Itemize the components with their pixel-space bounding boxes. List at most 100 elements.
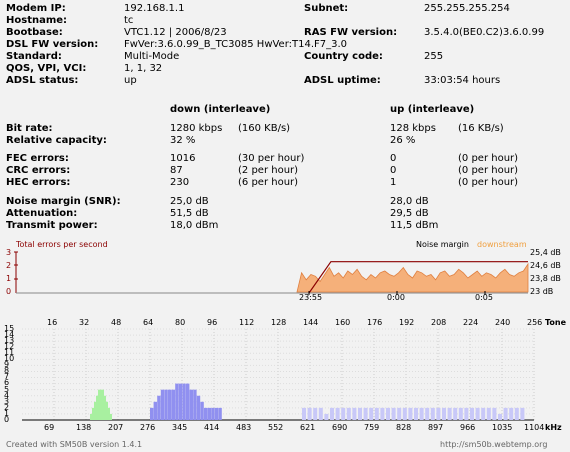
upstream-bin	[108, 407, 110, 420]
tone-tick-label: 144	[303, 318, 319, 327]
noise-axis-tick: 25,4 dB	[530, 248, 561, 257]
info-label: Bootbase:	[6, 27, 63, 38]
info-label: DSL FW version:	[6, 39, 99, 50]
downstream-bin	[486, 407, 491, 420]
bits-tick-label: 4	[4, 391, 10, 400]
noise-axis-tick: 23,8 dB	[530, 274, 561, 283]
bits-tick-label: 3	[4, 397, 10, 406]
downstream-bin	[318, 407, 323, 420]
downstream-bin	[352, 407, 357, 420]
bits-tick-label: 11	[4, 348, 15, 357]
stat-label: Relative capacity:	[6, 135, 107, 146]
upstream-bin	[98, 389, 100, 420]
downstream-bin	[520, 407, 525, 420]
info-value: 1, 1, 32	[124, 63, 163, 74]
downstream-bin	[386, 407, 390, 420]
bits-tick-label: 15	[4, 324, 15, 333]
downstream-bin	[207, 407, 211, 420]
noise-area	[296, 262, 529, 293]
tone-axis-label: Tone	[545, 318, 567, 327]
info-value: 33:03:54 hours	[424, 75, 501, 86]
errors-axis-tick: 3	[6, 248, 12, 257]
tone-tick-label: 64	[143, 318, 154, 327]
downstream-bin	[150, 407, 154, 420]
khz-tick-label: 759	[364, 423, 380, 432]
time-label: 23:55	[299, 293, 323, 302]
downstream-bin	[171, 389, 175, 420]
downstream-bin	[218, 407, 222, 420]
downstream-bin	[430, 407, 435, 420]
noise-axis-tick: 23 dB	[530, 287, 554, 296]
tone-tick-label: 224	[463, 318, 479, 327]
info-label: Country code:	[304, 51, 383, 62]
stat-up-value: 11,5 dBm	[390, 220, 439, 231]
upstream-bin	[104, 395, 106, 420]
stat-label: Noise margin (SNR):	[6, 196, 121, 207]
downstream-bin	[196, 395, 201, 420]
up-header: up (interleave)	[390, 104, 475, 115]
downstream-label: downstream	[477, 240, 527, 249]
downstream-bin	[358, 407, 362, 420]
downstream-bin	[436, 407, 441, 420]
downstream-bin	[193, 389, 197, 420]
khz-tick-label: 207	[108, 423, 124, 432]
downstream-bin	[330, 407, 334, 420]
tone-tick-label: 208	[431, 318, 447, 327]
bits-tick-label: 0	[4, 415, 10, 424]
upstream-bin	[92, 407, 94, 420]
downstream-bin	[380, 407, 385, 420]
bits-tick-label: 9	[4, 360, 10, 369]
bits-tick-label: 14	[4, 330, 15, 339]
footer-url-text: http://sm50b.webtemp.org	[440, 440, 548, 449]
info-value: FwVer:3.6.0.99_B_TC3085 HwVer:T14.F7_3.0	[124, 39, 348, 50]
info-value: 192.168.1.1	[124, 3, 185, 14]
footer-created-text: Created with SM50B version 1.4.1	[6, 440, 143, 449]
bits-tick-label: 6	[4, 378, 10, 387]
stat-down-value: 230	[170, 177, 190, 188]
downstream-bin	[189, 389, 193, 420]
stat-down-value: 32 %	[170, 135, 196, 146]
bits-tick-label: 13	[4, 336, 15, 345]
stat-up-value: 128 kbps	[390, 123, 436, 134]
downstream-bin	[419, 407, 424, 420]
info-label: ADSL status:	[6, 75, 79, 86]
downstream-bin	[408, 407, 413, 420]
downstream-bin	[214, 407, 219, 420]
downstream-bin	[402, 407, 407, 420]
info-value: 255	[424, 51, 444, 62]
errors-axis-tick: 1	[6, 274, 12, 283]
stat-up-value: 28,0 dB	[390, 196, 429, 207]
khz-tick-label: 1104	[524, 423, 545, 432]
info-label: QOS, VPI, VCI:	[6, 63, 87, 74]
khz-tick-label: 621	[300, 423, 316, 432]
tone-tick-label: 80	[175, 318, 186, 327]
downstream-bin	[414, 407, 418, 420]
khz-tick-label: 69	[44, 423, 55, 432]
tone-tick-label: 192	[399, 318, 415, 327]
info-value: tc	[124, 15, 134, 26]
tone-tick-label: 48	[111, 318, 122, 327]
stat-label: FEC errors:	[6, 153, 69, 164]
bits-tick-label: 10	[4, 354, 15, 363]
downstream-bin	[211, 407, 215, 420]
downstream-bin	[168, 389, 172, 420]
downstream-bin	[182, 383, 186, 420]
noise-title: Noise margin	[416, 240, 469, 249]
downstream-bin	[391, 407, 396, 420]
info-value: 3.5.4.0(BE0.C2)3.6.0.99	[424, 27, 545, 38]
stat-label: HEC errors:	[6, 177, 71, 188]
khz-axis-label: kHz	[545, 423, 562, 432]
downstream-bin	[470, 407, 474, 420]
khz-tick-label: 966	[460, 423, 476, 432]
errors-line	[308, 261, 528, 294]
stat-down-value: 1016	[170, 153, 196, 164]
info-label: RAS FW version:	[304, 27, 398, 38]
downstream-bin	[164, 389, 168, 420]
stat-down-value: 18,0 dBm	[170, 220, 219, 231]
errors-title: Total errors per second	[16, 240, 108, 249]
info-label: Modem IP:	[6, 3, 66, 14]
downstream-bin	[458, 407, 463, 420]
time-label: 0:00	[387, 293, 405, 302]
stat-up-value: 0	[390, 153, 397, 164]
